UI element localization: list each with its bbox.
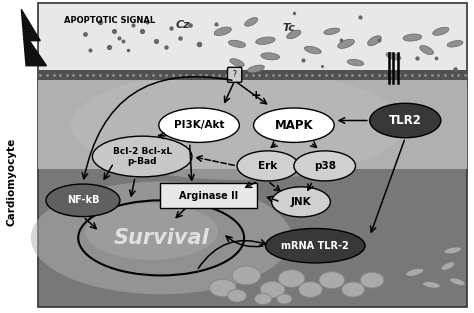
- Text: APOPTOTIC SIGNAL: APOPTOTIC SIGNAL: [64, 16, 155, 25]
- Ellipse shape: [420, 46, 433, 54]
- Ellipse shape: [261, 53, 280, 60]
- Text: MAPK: MAPK: [274, 119, 313, 132]
- Text: Arginase II: Arginase II: [179, 191, 238, 201]
- Text: Cardiomyocyte: Cardiomyocyte: [7, 137, 17, 226]
- Text: mRNA TLR-2: mRNA TLR-2: [282, 241, 349, 251]
- Text: NF-kB: NF-kB: [67, 195, 99, 205]
- Polygon shape: [21, 9, 46, 66]
- Ellipse shape: [46, 184, 120, 217]
- Text: Cz: Cz: [175, 20, 190, 30]
- FancyBboxPatch shape: [160, 183, 257, 208]
- Text: p38: p38: [314, 161, 336, 171]
- Ellipse shape: [254, 108, 334, 142]
- Ellipse shape: [403, 34, 422, 41]
- Circle shape: [299, 282, 322, 297]
- Ellipse shape: [450, 278, 465, 285]
- Circle shape: [255, 293, 272, 305]
- Text: PI3K/Akt: PI3K/Akt: [174, 120, 224, 130]
- Ellipse shape: [245, 18, 258, 26]
- Circle shape: [319, 272, 345, 289]
- Ellipse shape: [347, 59, 364, 66]
- Ellipse shape: [324, 28, 340, 34]
- Ellipse shape: [228, 40, 246, 47]
- Ellipse shape: [386, 53, 401, 60]
- Ellipse shape: [368, 36, 381, 46]
- Ellipse shape: [272, 187, 330, 217]
- Ellipse shape: [31, 182, 292, 294]
- Ellipse shape: [406, 269, 424, 276]
- Text: Bcl-2 Bcl-xL
p-Bad: Bcl-2 Bcl-xL p-Bad: [113, 147, 172, 166]
- Circle shape: [360, 272, 384, 288]
- Ellipse shape: [237, 151, 299, 181]
- Text: TLR2: TLR2: [389, 114, 422, 127]
- Ellipse shape: [294, 151, 356, 181]
- Ellipse shape: [441, 262, 455, 270]
- Bar: [38, 70, 467, 80]
- Ellipse shape: [287, 30, 301, 39]
- Ellipse shape: [247, 65, 264, 73]
- Ellipse shape: [370, 103, 441, 138]
- Ellipse shape: [256, 37, 275, 44]
- Text: JNK: JNK: [291, 197, 311, 207]
- Text: +: +: [251, 89, 261, 102]
- Ellipse shape: [265, 228, 365, 263]
- Circle shape: [278, 270, 305, 287]
- Ellipse shape: [433, 27, 449, 35]
- Circle shape: [342, 282, 365, 297]
- Text: Survival: Survival: [113, 228, 209, 248]
- Text: ?: ?: [233, 70, 237, 79]
- Ellipse shape: [85, 203, 218, 260]
- Ellipse shape: [444, 247, 461, 254]
- FancyBboxPatch shape: [38, 80, 467, 307]
- FancyBboxPatch shape: [228, 67, 242, 82]
- Circle shape: [277, 294, 292, 304]
- Ellipse shape: [78, 200, 244, 275]
- Text: Tc: Tc: [282, 23, 295, 33]
- Ellipse shape: [422, 282, 440, 288]
- Ellipse shape: [159, 108, 239, 142]
- FancyBboxPatch shape: [38, 3, 467, 80]
- Circle shape: [210, 279, 236, 297]
- Ellipse shape: [92, 136, 192, 177]
- Circle shape: [232, 266, 261, 285]
- Text: Erk: Erk: [258, 161, 277, 171]
- Ellipse shape: [447, 41, 463, 47]
- Ellipse shape: [214, 27, 231, 36]
- Ellipse shape: [71, 70, 403, 180]
- Ellipse shape: [337, 39, 355, 49]
- Circle shape: [260, 281, 285, 298]
- Ellipse shape: [230, 59, 244, 66]
- FancyBboxPatch shape: [38, 80, 467, 169]
- Circle shape: [228, 290, 246, 302]
- Ellipse shape: [304, 46, 321, 54]
